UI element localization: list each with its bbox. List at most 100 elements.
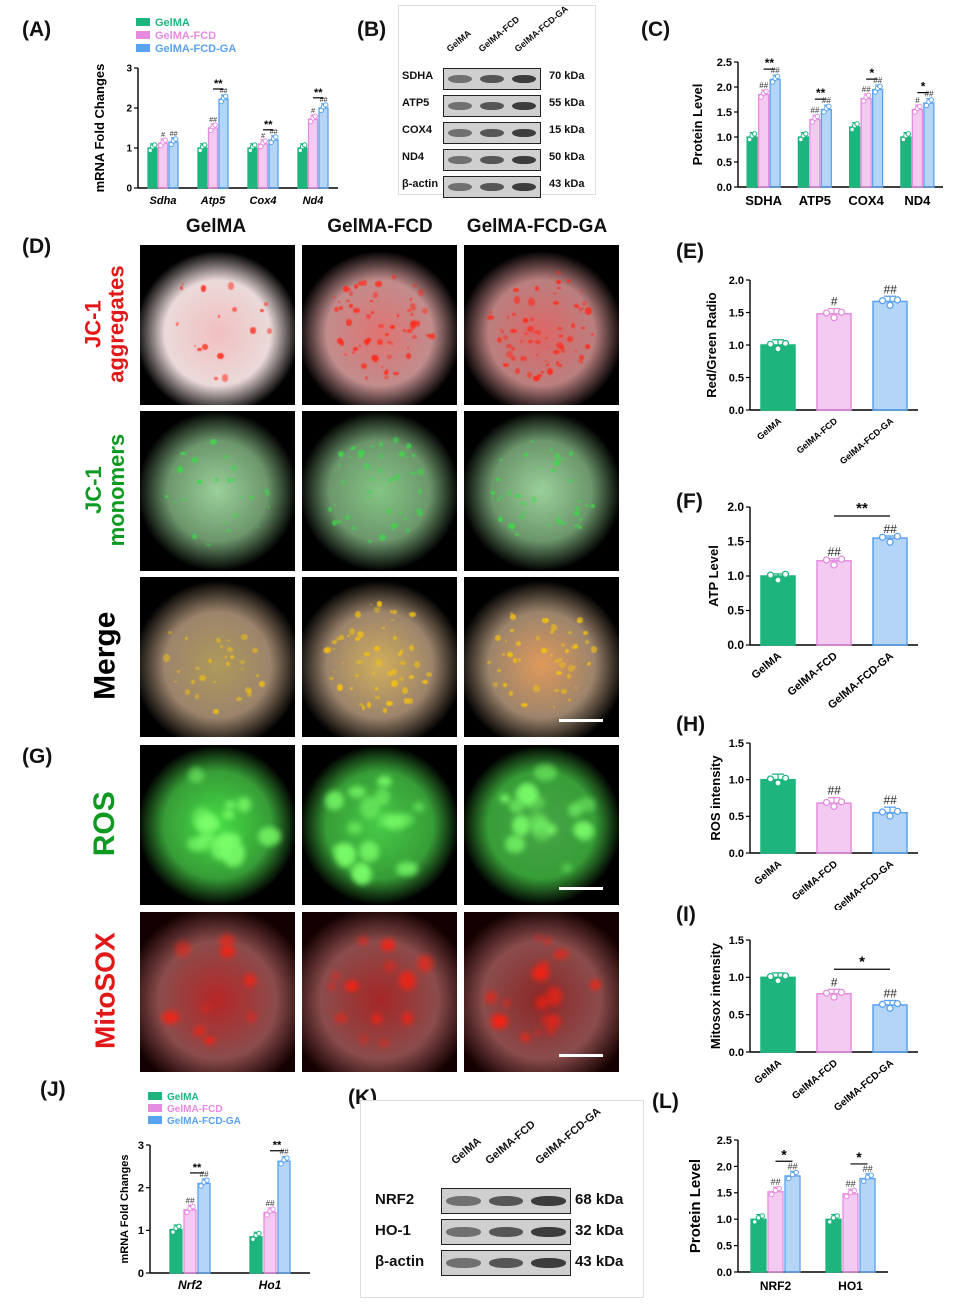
- fluorescent-speck: [218, 933, 235, 949]
- fluorescent-speck: [191, 457, 199, 463]
- fluorescent-speck: [522, 510, 527, 515]
- scale-bar: [559, 887, 603, 890]
- micrograph-panel: [464, 912, 619, 1072]
- data-point: [868, 1172, 874, 1178]
- fluorescent-speck: [353, 308, 361, 314]
- fluorescent-speck: [348, 628, 356, 636]
- blot-band-strip: [443, 95, 541, 117]
- fluorescent-speck: [379, 1039, 389, 1047]
- fluorescent-speck: [221, 374, 229, 383]
- fluorescent-speck: [406, 697, 413, 704]
- data-point: [759, 1213, 765, 1219]
- data-point: [854, 121, 860, 127]
- fluorescent-speck: [412, 283, 417, 287]
- fluorescent-speck: [398, 652, 403, 657]
- fluorescent-speck: [582, 301, 588, 306]
- y-tick-label: 1: [126, 144, 132, 155]
- fluorescent-speck: [195, 694, 200, 699]
- significance-stars: **: [264, 119, 273, 131]
- fluorescent-speck: [380, 365, 383, 368]
- blot-band: [512, 101, 536, 111]
- data-point: [781, 570, 790, 578]
- y-tick-label: 2.0: [727, 500, 744, 514]
- fluorescent-speck: [550, 654, 554, 658]
- fluorescent-speck: [527, 325, 535, 332]
- blot-lane-label: GelMA-FCD-GA: [533, 1105, 604, 1167]
- fluorescent-speck: [375, 696, 380, 700]
- legend-label: GelMA: [167, 1092, 199, 1103]
- panel-label-j: (J): [40, 1078, 66, 1101]
- fluorescent-speck: [380, 938, 396, 952]
- fluorescent-speck: [580, 289, 584, 292]
- fluorescent-speck: [553, 952, 564, 959]
- fluorescent-speck: [351, 525, 357, 531]
- fluorescent-speck: [399, 660, 406, 666]
- fluorescent-speck: [552, 705, 556, 708]
- fluorescent-speck: [496, 669, 501, 672]
- y-tick-label: 2.0: [729, 275, 744, 287]
- blot-band: [480, 155, 504, 165]
- data-point: [786, 1175, 792, 1182]
- data-point: [766, 340, 775, 348]
- fluorescent-speck: [385, 701, 393, 707]
- y-tick-label: 1.5: [727, 535, 744, 549]
- bar: [297, 147, 308, 189]
- fluorescent-speck: [257, 525, 260, 528]
- data-point: [769, 1191, 775, 1198]
- x-tick-label: Atp5: [200, 195, 226, 207]
- bar: [263, 1211, 277, 1274]
- y-tick-label: 0.0: [729, 848, 744, 860]
- fluorescent-speck: [379, 534, 387, 542]
- fluorescent-speck: [511, 346, 516, 351]
- micrograph-panel: [302, 411, 457, 571]
- fluorescent-speck: [587, 662, 591, 666]
- significance-stars: **: [856, 500, 868, 517]
- fluorescent-speck: [369, 603, 372, 606]
- blot-kda-label: 70 kDa: [549, 70, 585, 82]
- fluorescent-speck: [410, 328, 414, 331]
- blot-band: [512, 182, 536, 192]
- col-title-gelma: GelMA: [185, 216, 247, 237]
- significance-mark: ##: [270, 129, 278, 136]
- y-tick-label: 3: [138, 1140, 144, 1152]
- fluorescent-speck: [335, 1013, 347, 1022]
- fluorescent-speck: [265, 490, 270, 497]
- significance-stars: **: [214, 78, 223, 90]
- legend-swatch: [136, 31, 150, 39]
- fluorescent-speck: [487, 315, 495, 321]
- chart-i: 0.0 0.5 1.0 1.5 Mitosox intensity GelMA # GelMA…: [708, 935, 918, 1110]
- fluorescent-speck: [193, 344, 196, 347]
- data-point: [837, 798, 846, 806]
- data-point: [893, 532, 902, 541]
- micrograph-panel: [140, 411, 295, 571]
- fluorescent-speck: [581, 326, 586, 330]
- blot-protein-label: ND4: [402, 151, 425, 163]
- x-tick-label: GelMA-FCD: [790, 859, 840, 903]
- fluorescent-speck: [410, 303, 417, 311]
- fluorescent-speck: [396, 861, 418, 876]
- data-point: [774, 73, 781, 80]
- fluorescent-speck: [556, 518, 562, 523]
- fluorescent-speck: [422, 307, 428, 314]
- blot-band: [512, 74, 536, 84]
- data-point: [826, 103, 832, 110]
- fluorescent-speck: [213, 680, 217, 684]
- blot-band: [448, 101, 472, 111]
- bar: [900, 136, 912, 188]
- data-point: [250, 1236, 256, 1242]
- fluorescent-speck: [490, 491, 496, 496]
- blot-lane-label: GelMA: [449, 1135, 484, 1167]
- y-tick-label: 0.0: [717, 1267, 732, 1279]
- fluorescent-speck: [392, 610, 398, 615]
- fluorescent-speck: [520, 339, 524, 343]
- y-tick-label: 1.0: [729, 775, 744, 787]
- fluorescent-speck: [408, 644, 415, 652]
- fluorescent-speck: [382, 627, 385, 629]
- y-tick-label: 1.5: [729, 738, 744, 750]
- fluorescent-speck: [259, 680, 266, 687]
- fluorescent-speck: [337, 300, 341, 303]
- data-point: [830, 993, 838, 1001]
- legend-swatch: [148, 1104, 162, 1112]
- fluorescent-speck: [179, 286, 183, 290]
- bar: [769, 78, 781, 188]
